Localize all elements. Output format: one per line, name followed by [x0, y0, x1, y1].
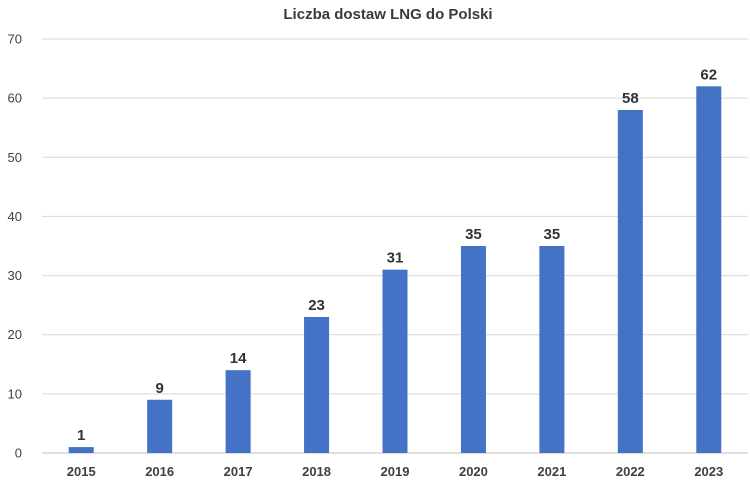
x-axis-ticks: 2015 2016 2017 2018 2019 2020 2021 2022 2023 — [67, 464, 723, 479]
bar — [225, 370, 251, 453]
x-tick-label: 2018 — [302, 464, 331, 479]
bar — [617, 109, 643, 453]
x-tick-label: 2023 — [694, 464, 723, 479]
data-label: 35 — [465, 226, 482, 243]
data-label: 14 — [230, 350, 247, 367]
x-tick-label: 2015 — [67, 464, 96, 479]
x-tick-label: 2017 — [224, 464, 253, 479]
data-label: 31 — [387, 250, 404, 267]
y-axis-ticks: 0 10 20 30 40 50 60 70 — [8, 32, 22, 461]
bar — [147, 399, 173, 453]
y-tick-label: 50 — [8, 150, 22, 165]
data-label: 23 — [308, 297, 325, 314]
bar — [696, 86, 722, 454]
bars — [68, 86, 722, 454]
y-tick-label: 10 — [8, 386, 22, 401]
bar — [539, 246, 565, 453]
x-tick-label: 2019 — [381, 464, 410, 479]
y-tick-label: 30 — [8, 268, 22, 283]
y-tick-label: 40 — [8, 209, 22, 224]
data-label: 9 — [155, 380, 163, 397]
y-tick-label: 0 — [15, 446, 22, 461]
bar — [460, 246, 486, 453]
y-tick-label: 70 — [8, 32, 22, 47]
x-tick-label: 2022 — [616, 464, 645, 479]
x-tick-label: 2021 — [537, 464, 566, 479]
data-label: 1 — [77, 427, 85, 444]
x-tick-label: 2016 — [145, 464, 174, 479]
y-tick-label: 60 — [8, 91, 22, 106]
bar — [382, 269, 408, 453]
bar — [68, 447, 94, 453]
data-label: 62 — [700, 66, 717, 83]
bar — [304, 316, 330, 453]
data-label: 58 — [622, 90, 639, 107]
data-labels: 1 9 14 23 31 35 35 58 62 — [77, 66, 717, 444]
x-tick-label: 2020 — [459, 464, 488, 479]
y-tick-label: 20 — [8, 327, 22, 342]
data-label: 35 — [544, 226, 561, 243]
chart-title: Liczba dostaw LNG do Polski — [283, 6, 492, 23]
